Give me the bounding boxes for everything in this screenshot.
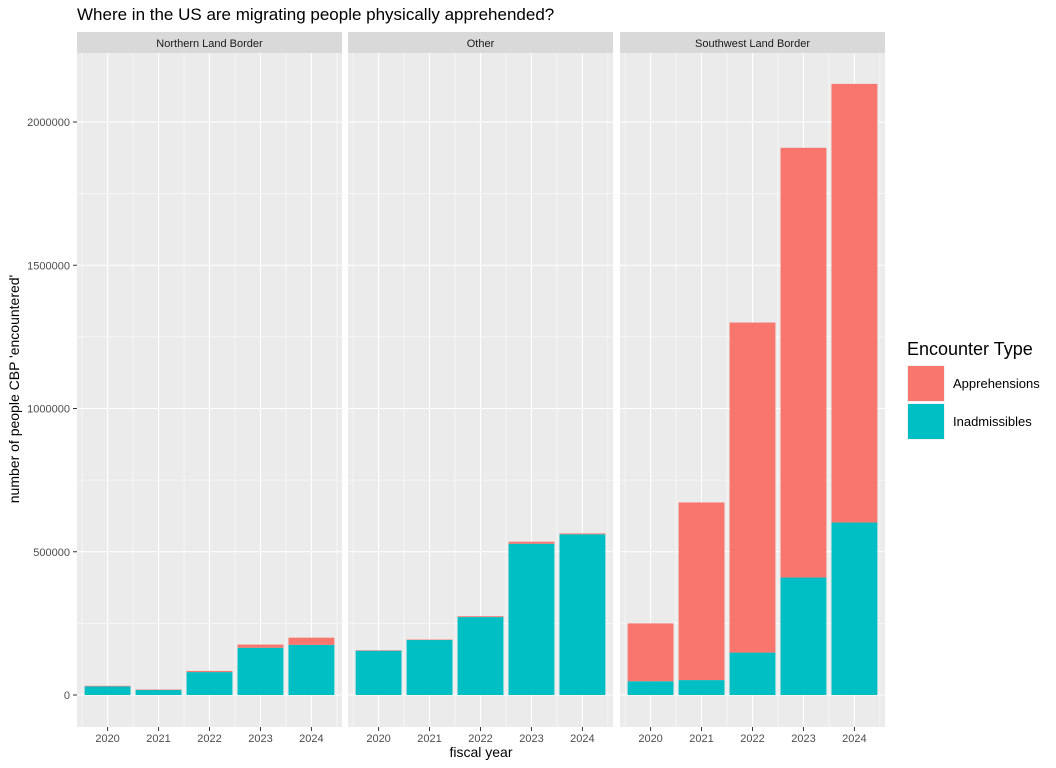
legend-swatch-apprehensions xyxy=(908,366,944,401)
bar-inadmissibles xyxy=(135,689,182,695)
bar-inadmissibles xyxy=(355,650,402,695)
x-tick-label: 2022 xyxy=(468,733,492,745)
y-axis: 0 500000 1000000 1500000 2000000 xyxy=(27,117,77,702)
x-tick-label: 2024 xyxy=(570,733,594,745)
bar-apprehensions xyxy=(457,616,504,618)
bar-apprehensions xyxy=(678,502,725,681)
legend-label: Apprehensions xyxy=(953,376,1040,391)
x-tick-label: 2021 xyxy=(689,733,713,745)
x-tick-label: 2021 xyxy=(146,733,170,745)
chart-title: Where in the US are migrating people phy… xyxy=(77,5,554,24)
facet-strip-label: Southwest Land Border xyxy=(695,38,810,50)
facet-strip xyxy=(77,32,342,53)
x-tick-label: 2020 xyxy=(638,733,662,745)
bar-inadmissibles xyxy=(84,686,131,695)
bar-apprehensions xyxy=(84,685,131,687)
facet-strip-label: Northern Land Border xyxy=(156,38,263,50)
bar-inadmissibles xyxy=(186,672,233,695)
facet-panel: Northern Land Border 2020 2021 2022 2023 2024 xyxy=(77,32,342,745)
x-tick-label: 2022 xyxy=(740,733,764,745)
facet-strip-label: Other xyxy=(467,38,495,50)
bar-apprehensions xyxy=(559,533,606,535)
bar-inadmissibles xyxy=(831,522,878,695)
bar-inadmissibles xyxy=(406,639,453,695)
x-tick-label: 2021 xyxy=(417,733,441,745)
bar-apprehensions xyxy=(406,639,453,641)
facet-panels: Northern Land Border 2020 2021 2022 2023 2024… xyxy=(77,32,885,745)
x-axis-title: fiscal year xyxy=(449,744,512,760)
y-tick-label: 2000000 xyxy=(27,117,70,129)
y-tick-label: 0 xyxy=(64,690,70,702)
x-tick-label: 2020 xyxy=(95,733,119,745)
x-tick-label: 2023 xyxy=(248,733,272,745)
facet-strip xyxy=(348,32,613,53)
bar-inadmissibles xyxy=(627,681,674,695)
x-tick-label: 2020 xyxy=(366,733,390,745)
y-axis-title: number of people CBP 'encountered' xyxy=(6,275,22,503)
x-tick-label: 2024 xyxy=(299,733,323,745)
facet-panel: Southwest Land Border 2020 2021 2022 2023 202… xyxy=(620,32,885,745)
bar-inadmissibles xyxy=(780,577,827,695)
bar-apprehensions xyxy=(831,83,878,523)
bar-apprehensions xyxy=(508,541,555,544)
legend: Encounter Type Apprehensions Inadmissible… xyxy=(907,339,1040,440)
bar-apprehensions xyxy=(186,670,233,673)
legend-title: Encounter Type xyxy=(907,339,1033,359)
legend-swatch-inadmissibles xyxy=(908,404,944,439)
x-tick-label: 2023 xyxy=(791,733,815,745)
bar-inadmissibles xyxy=(457,617,504,695)
bar-apprehensions xyxy=(780,147,827,578)
bar-inadmissibles xyxy=(729,652,776,695)
facet-strip xyxy=(620,32,885,53)
facet-panel: Other 2020 2021 2022 2023 2024 xyxy=(348,32,613,745)
bar-apprehensions xyxy=(627,623,674,682)
y-tick-label: 500000 xyxy=(33,547,70,559)
x-tick-label: 2023 xyxy=(519,733,543,745)
bar-inadmissibles xyxy=(559,534,606,695)
y-tick-label: 1500000 xyxy=(27,260,70,272)
bar-apprehensions xyxy=(355,650,402,651)
bar-apprehensions xyxy=(237,644,284,648)
legend-label: Inadmissibles xyxy=(953,414,1032,429)
bar-inadmissibles xyxy=(678,680,725,695)
y-tick-label: 1000000 xyxy=(27,404,70,416)
bar-inadmissibles xyxy=(288,644,335,695)
bar-apprehensions xyxy=(288,637,335,645)
bar-apprehensions xyxy=(729,322,776,653)
x-tick-label: 2024 xyxy=(842,733,866,745)
bar-inadmissibles xyxy=(508,543,555,695)
x-tick-label: 2022 xyxy=(197,733,221,745)
bar-apprehensions xyxy=(135,689,182,691)
bar-inadmissibles xyxy=(237,647,284,695)
